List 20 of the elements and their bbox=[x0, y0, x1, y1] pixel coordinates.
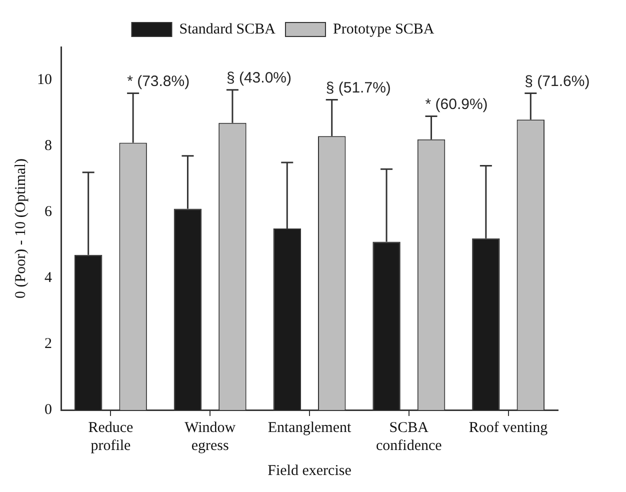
x-tick-label: SCBA confidence bbox=[376, 420, 442, 454]
x-tick-label: Entanglement bbox=[268, 420, 352, 436]
annotation: § (51.7%) bbox=[326, 79, 391, 96]
annotation: § (43.0%) bbox=[226, 70, 292, 87]
y-tick-label: 0 bbox=[44, 402, 52, 418]
annotation: * (60.9%) bbox=[425, 96, 488, 113]
x-tick-label: Roof venting bbox=[468, 420, 548, 436]
y-axis-title: 0 (Poor) - 10 (Optimal) bbox=[12, 158, 29, 298]
annotation: * (73.8%) bbox=[127, 72, 190, 90]
x-axis-title: Field exercise bbox=[268, 462, 352, 479]
y-tick-label: 8 bbox=[44, 138, 52, 154]
legend-label: Standard SCBA bbox=[179, 21, 276, 38]
annotation: § (71.6%) bbox=[524, 72, 590, 90]
y-tick-label: 2 bbox=[44, 336, 52, 352]
legend-label: Prototype SCBA bbox=[332, 21, 434, 38]
x-tick-label: Reduce profile bbox=[88, 420, 134, 454]
x-tick-label: Window egress bbox=[184, 420, 236, 454]
y-tick-label: 4 bbox=[44, 270, 52, 286]
y-tick-label: 10 bbox=[37, 72, 52, 88]
y-tick-label: 6 bbox=[44, 204, 52, 220]
